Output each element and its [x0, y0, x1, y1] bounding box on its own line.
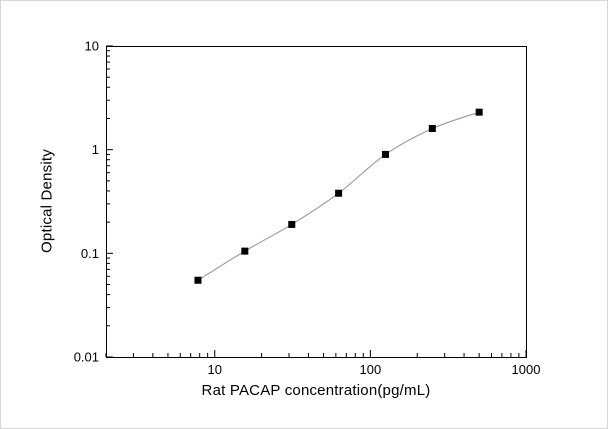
data-point-marker: [335, 189, 343, 197]
data-points: [194, 108, 483, 284]
y-tick-label: 0.1: [81, 246, 99, 261]
data-point-marker: [381, 150, 389, 158]
x-axis-title: Rat PACAP concentration(pg/mL): [201, 382, 431, 399]
y-tick-label: 10: [85, 39, 99, 54]
y-tick-label: 1: [92, 142, 99, 157]
y-tick-label: 0.01: [74, 350, 99, 365]
y-axis-title: Optical Density: [38, 149, 56, 253]
x-tick-label: 1000: [512, 362, 541, 377]
data-point-marker: [428, 125, 436, 133]
axis-ticks: [105, 45, 527, 358]
x-tick-label: 10: [208, 362, 222, 377]
plot-border: [106, 46, 527, 358]
data-point-marker: [241, 247, 249, 255]
data-point-marker: [194, 276, 202, 284]
data-point-marker: [288, 220, 296, 228]
tick-labels: 10 100 1000 0.01 0.1 1 10: [74, 39, 541, 378]
data-point-marker: [475, 108, 483, 116]
x-tick-label: 100: [360, 362, 382, 377]
